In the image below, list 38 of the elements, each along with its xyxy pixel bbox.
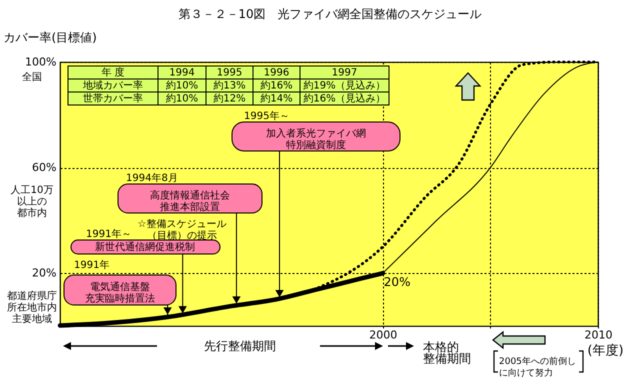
text: 都道府県庁所在地市内主要地域 [7,290,57,325]
y-tick-label: 60% [32,161,56,174]
x-tick-label: 2000 [369,328,398,342]
annotation: 約16%（見込み） [303,92,386,104]
text: 2005年への前倒しに向けて努力 [499,356,576,378]
annotation: 高度情報通信社会推進本部設置 [150,190,230,213]
annotation: 1991年 [74,259,110,271]
annotation: 約13% [213,80,246,92]
y-tick-label: 100% [25,56,56,68]
annotation: 年 度 [101,66,125,78]
annotation: 1994年8月 [126,172,178,184]
annotation: 約12% [213,94,246,104]
text: 本格的整備期間 [423,340,471,366]
annotation: 電気通信基盤充実臨時措置法 [85,281,155,304]
annotation: 地域カバー率 [82,80,143,92]
annotation: 20% [384,275,410,290]
annotation: 1997 [332,68,358,78]
annotation: 世帯カバー率 [83,92,143,104]
x-tick-label: 2010 [584,328,612,342]
text: 全国 [22,71,42,83]
annotation: 新世代通信網促進税制 [95,241,195,253]
y-tick-label: 20% [32,266,56,280]
annotation: 1991年～ [86,228,132,240]
annotation: 約19%（見込み） [303,80,386,92]
annotation: 1995年～ [244,110,290,122]
y-axis-title: カバー率(目標値) [4,30,97,44]
annotation: 1996 [264,68,290,78]
annotation: 約10% [166,80,198,92]
text: 先行整備期間 [204,339,276,353]
annotation: 1994 [169,68,195,78]
chart-title: 第３－２－10図 光ファイバ網全国整備のスケジュール [178,7,482,21]
text: 人工10万以上の都市内 [10,185,54,219]
annotation: 加入者系光ファイバ網特別融資制度 [266,128,366,151]
annotation: 1995 [216,68,242,78]
annotation: 約16% [260,80,293,92]
annotation: 約10% [166,94,198,104]
x-axis-title: (年度) [587,342,624,358]
annotation: 約14% [260,94,293,104]
